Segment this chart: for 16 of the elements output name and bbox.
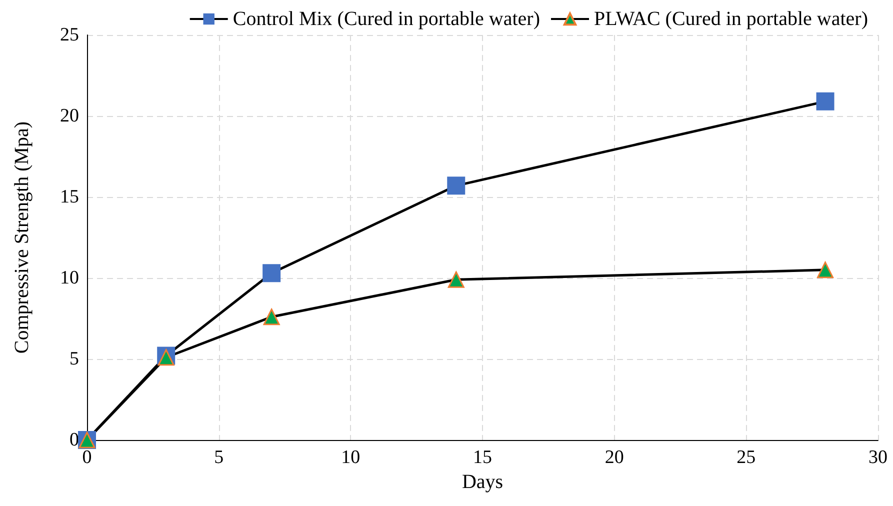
y-tick-label: 15 (60, 186, 79, 208)
x-tick-label: 5 (214, 447, 224, 468)
y-tick-label: 0 (70, 430, 79, 450)
x-tick-label: 25 (736, 447, 756, 468)
y-axis-title: Compressive Strength (Mpa) (11, 121, 33, 354)
y-tick-label: 20 (60, 106, 79, 126)
y-tick-label: 5 (70, 348, 79, 370)
y-tick-label: 10 (60, 268, 79, 288)
y-tick-label: 25 (60, 24, 79, 46)
x-tick-label: 15 (473, 447, 492, 468)
x-tick-label: 30 (868, 447, 888, 468)
x-axis-title: Days (462, 470, 504, 493)
legend-label: Control Mix (Cured in portable water) (232, 8, 540, 30)
legend-label: PLWAC (Cured in portable water) (594, 8, 868, 30)
x-tick-label: 20 (604, 447, 624, 468)
x-tick-label: 10 (341, 447, 360, 468)
